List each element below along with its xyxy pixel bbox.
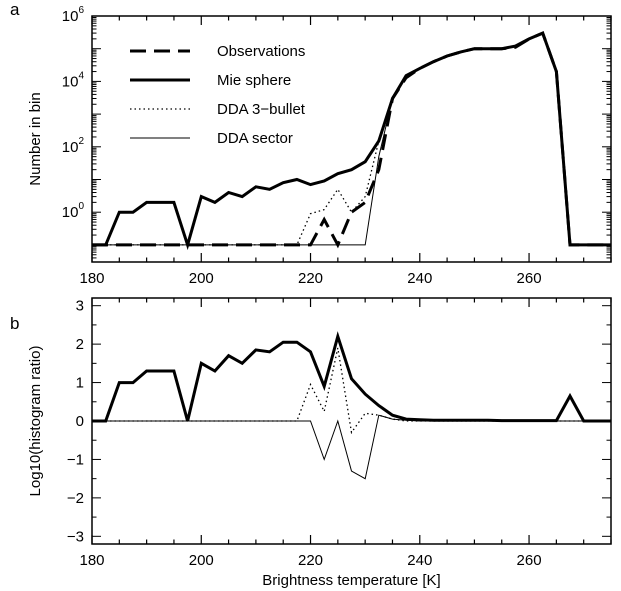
panel-b: 180 200 220 240 260 −3 −2 −1 0 1 2 3 Log10(histogram…: [10, 297, 612, 589]
series-line: [92, 31, 611, 249]
x-tick-label: 200: [189, 270, 214, 287]
x-tick-label: 180: [79, 270, 104, 287]
y-tick-label: −3: [67, 528, 84, 545]
y-tick-label: −1: [67, 451, 84, 468]
series-line: [92, 32, 611, 246]
y-tick-label: 2: [76, 336, 84, 353]
x-tick-label: 220: [298, 270, 323, 287]
y-tick-label: 3: [76, 298, 84, 315]
x-tick-label: 240: [407, 552, 432, 569]
series-line: [92, 414, 611, 480]
x-tick-label: 260: [517, 552, 542, 569]
x-axis-label: Brightness temperature [K]: [262, 572, 440, 589]
x-tick-label: 180: [79, 552, 104, 569]
y-tick-label: 1: [76, 375, 84, 392]
legend-label: Observations: [217, 43, 305, 60]
panel-label: b: [10, 314, 19, 333]
panel-a: 180 200 220 240 260 100 102 104 106 Number in bin…: [10, 0, 612, 287]
series-line: [92, 31, 611, 251]
plot-frame: [91, 15, 612, 263]
x-tick-label: 200: [189, 552, 214, 569]
x-tick-label: 240: [407, 270, 432, 287]
series-line: [92, 32, 611, 246]
y-tick-label: −2: [67, 490, 84, 507]
panel-label: a: [10, 0, 20, 19]
y-tick-label: 104: [62, 70, 85, 90]
y-tick-label: 102: [62, 136, 85, 156]
legend-label: DDA 3−bullet: [217, 101, 306, 118]
y-axis-label: Number in bin: [27, 92, 44, 185]
series-line: [92, 331, 611, 423]
y-tick-label: 106: [62, 5, 85, 25]
legend-label: DDA sector: [217, 130, 293, 147]
y-axis-label: Log10(histogram ratio): [27, 346, 44, 497]
x-tick-label: 220: [298, 552, 323, 569]
legend-label: Mie sphere: [217, 72, 291, 89]
x-tick-label: 260: [517, 270, 542, 287]
y-tick-label: 100: [62, 201, 85, 221]
y-tick-label: 0: [76, 413, 84, 430]
